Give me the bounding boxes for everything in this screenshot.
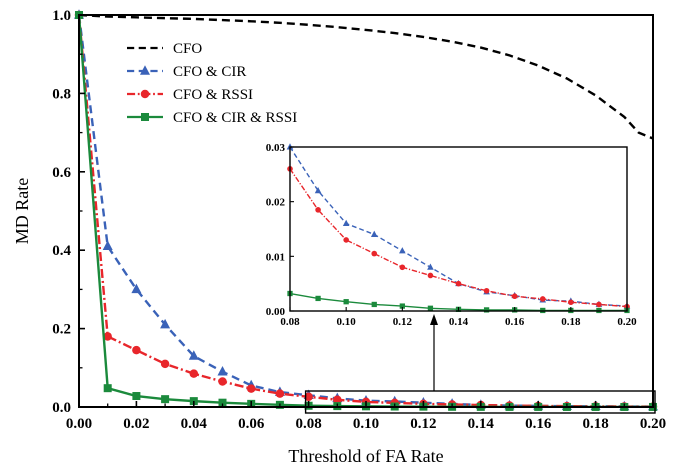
legend-label-2: CFO & RSSI xyxy=(173,87,253,103)
inset-x-tick-label-1: 0.10 xyxy=(337,316,357,328)
series-2-point-9 xyxy=(333,395,342,404)
inset-series-2-point-17 xyxy=(539,296,546,302)
inset-y-tick-label-2: 0.02 xyxy=(266,197,286,209)
y-tick-label-3: 0.6 xyxy=(52,165,71,181)
series-2-point-2 xyxy=(132,345,141,355)
inset-series-1-point-13 xyxy=(427,263,434,270)
x-tick-label-4: 0.08 xyxy=(295,416,321,432)
legend-marker-2 xyxy=(140,89,150,99)
y-tick-label-2: 0.4 xyxy=(52,243,71,259)
inset-plot: 0.08 0.10 0.12 0.14 0.16 0.18 0.20 0.00 0.01 0.02… xyxy=(266,142,637,328)
y-tick-label-1: 0.2 xyxy=(52,322,71,338)
inset-x-tick-label-6: 0.20 xyxy=(617,316,637,328)
series-2-point-7 xyxy=(275,389,285,398)
x-tick-label-10: 0.20 xyxy=(640,416,666,432)
inset-x-tick-label-0: 0.08 xyxy=(280,316,300,328)
legend-label-3: CFO & CIR & RSSI xyxy=(173,110,297,126)
inset-series-1-point-10 xyxy=(342,219,350,227)
series-1-point-4 xyxy=(188,350,199,360)
inset-series-1-point-11 xyxy=(370,230,378,237)
series-3-point-1 xyxy=(103,384,112,393)
x-tick-label-5: 0.10 xyxy=(353,416,379,432)
legend-label-1: CFO & CIR xyxy=(173,64,246,80)
zoom-arrow-head xyxy=(430,314,438,325)
inset-series-1-point-9 xyxy=(314,186,322,194)
main-axes: 0.00 0.02 0.04 0.06 0.08 0.10 0.12 0.14 0.16 0.18… xyxy=(52,8,666,432)
x-tick-label-9: 0.18 xyxy=(582,416,608,432)
inset-series-2-point-9 xyxy=(315,207,321,213)
series-3-point-2 xyxy=(132,392,141,401)
inset-x-tick-label-3: 0.14 xyxy=(449,316,469,328)
inset-x-tick-label-2: 0.12 xyxy=(393,316,413,328)
legend-marker-1 xyxy=(140,65,150,75)
inset-series-2-point-13 xyxy=(427,272,434,279)
series-2-point-5 xyxy=(218,377,227,386)
inset-series-2-point-16 xyxy=(511,293,518,300)
inset-series-3-point-13 xyxy=(427,305,434,311)
series-2-point-8 xyxy=(304,392,313,402)
inset-series-3-point-12 xyxy=(399,303,405,309)
inset-series-2-point-14 xyxy=(455,280,462,287)
inset-series-2-point-11 xyxy=(371,250,378,257)
series-2-point-6 xyxy=(246,384,256,393)
zoom-region xyxy=(304,314,656,414)
series-line-0 xyxy=(79,14,653,140)
y-tick-label-0: 0.0 xyxy=(52,400,71,416)
y-tick-label-5: 1.0 xyxy=(52,8,71,24)
inset-series-2-point-19 xyxy=(596,301,602,308)
inset-y-tick-label-3: 0.03 xyxy=(266,142,286,154)
series-2-point-4 xyxy=(189,369,199,378)
inset-series-1-point-12 xyxy=(399,247,406,254)
x-axis-label: Threshold of FA Rate xyxy=(288,446,443,466)
series-1-point-1 xyxy=(102,240,113,251)
x-tick-label-2: 0.04 xyxy=(181,416,208,432)
inset-series-2-point-15 xyxy=(483,287,490,294)
x-tick-label-8: 0.16 xyxy=(525,416,552,432)
x-tick-label-6: 0.12 xyxy=(410,416,436,432)
series-3-point-3 xyxy=(161,395,170,404)
x-tick-label-3: 0.06 xyxy=(238,416,265,432)
inset-series-3-point-15 xyxy=(483,307,490,313)
x-tick-label-0: 0.00 xyxy=(66,416,92,432)
series-1-point-5 xyxy=(217,365,228,376)
inset-series-3-point-9 xyxy=(315,295,321,302)
inset-y-tick-label-0: 0.00 xyxy=(266,306,286,318)
legend-label-0: CFO xyxy=(173,41,202,57)
y-tick-label-4: 0.8 xyxy=(52,86,71,102)
y-axis-label: MD Rate xyxy=(12,178,32,245)
x-tick-label-7: 0.14 xyxy=(468,416,495,432)
series-2-point-3 xyxy=(160,359,170,369)
series-1-point-3 xyxy=(160,318,171,329)
inset-series-2-point-12 xyxy=(399,264,406,271)
zoom-rectangle xyxy=(304,390,656,414)
legend: CFO CFO & CIR CFO & RSSI CFO & CIR & RSSI xyxy=(127,41,297,126)
x-tick-label-1: 0.02 xyxy=(123,416,149,432)
inset-x-tick-label-4: 0.16 xyxy=(505,316,525,328)
inset-series-2-point-18 xyxy=(568,299,574,306)
series-1-point-2 xyxy=(131,283,142,294)
series-3-point-5 xyxy=(218,398,227,407)
series-2-point-1 xyxy=(103,332,112,341)
inset-series-3-point-10 xyxy=(343,299,349,305)
legend-marker-3 xyxy=(141,113,149,121)
inset-series-2-point-10 xyxy=(343,237,349,243)
inset-y-tick-label-1: 0.01 xyxy=(266,251,285,263)
inset-x-tick-label-5: 0.18 xyxy=(561,316,581,328)
inset-series-3-point-11 xyxy=(371,301,377,308)
